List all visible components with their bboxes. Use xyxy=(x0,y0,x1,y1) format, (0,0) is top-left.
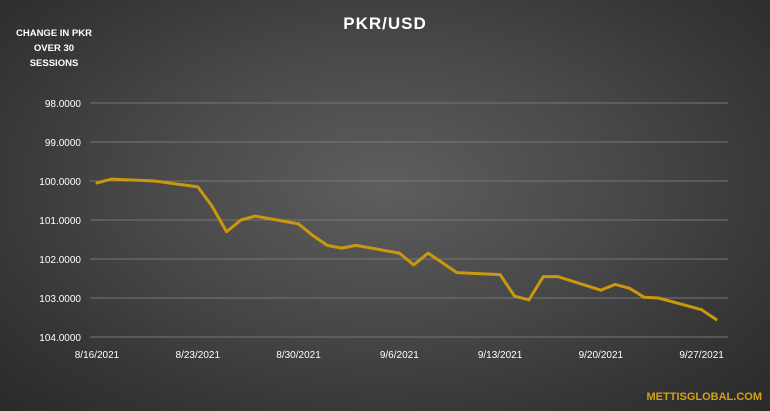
data-point xyxy=(297,222,300,226)
x-tick-label: 9/13/2021 xyxy=(478,350,523,361)
data-point xyxy=(628,286,631,290)
y-tick-label: 100.0000 xyxy=(39,177,81,188)
data-point xyxy=(714,318,718,321)
data-point xyxy=(426,251,430,255)
data-point xyxy=(412,263,416,267)
data-point xyxy=(225,230,229,234)
data-point xyxy=(325,244,329,247)
x-tick-label: 9/20/2021 xyxy=(579,350,624,361)
data-point xyxy=(354,244,358,247)
data-point xyxy=(210,205,214,208)
data-point xyxy=(239,218,243,222)
data-point xyxy=(253,214,257,218)
data-point xyxy=(700,308,703,312)
y-axis: 98.0000 99.0000 100.0000 101.0000 102.0000 10… xyxy=(39,99,81,344)
y-tick-label: 104.0000 xyxy=(39,333,81,344)
x-tick-label: 8/16/2021 xyxy=(75,350,120,361)
x-tick-label: 9/6/2021 xyxy=(380,350,419,361)
data-point xyxy=(340,246,344,250)
data-point xyxy=(455,271,459,274)
chart-title: PKR/USD xyxy=(343,14,427,33)
y-tick-label: 98.0000 xyxy=(45,99,82,110)
x-tick-label: 8/30/2021 xyxy=(276,350,321,361)
data-point xyxy=(599,288,603,292)
data-point xyxy=(556,275,560,278)
data-point xyxy=(657,296,660,300)
data-point xyxy=(613,283,617,286)
data-point xyxy=(513,294,516,298)
data-point xyxy=(153,179,157,183)
data-point xyxy=(110,177,113,181)
x-tick-label: 8/23/2021 xyxy=(176,350,221,361)
y-tick-label: 101.0000 xyxy=(39,216,81,227)
data-point xyxy=(311,234,315,238)
data-point xyxy=(498,273,502,276)
grid-lines xyxy=(90,102,728,338)
x-axis: 8/16/2021 8/23/2021 8/30/2021 9/6/2021 9/13/… xyxy=(75,350,725,361)
data-point xyxy=(95,181,99,185)
data-point xyxy=(196,185,200,189)
brand-label: METTISGLOBAL.COM xyxy=(646,391,763,403)
data-point xyxy=(541,275,545,278)
series-layer xyxy=(95,177,718,321)
x-tick-label: 9/27/2021 xyxy=(679,350,724,361)
data-point xyxy=(642,295,646,299)
y-tick-label: 103.0000 xyxy=(39,294,81,305)
y-tick-label: 102.0000 xyxy=(39,255,81,266)
side-note: CHANGE IN PKR OVER 30 SESSIONS xyxy=(15,28,92,69)
data-point xyxy=(397,251,401,255)
data-point xyxy=(527,298,531,302)
y-tick-label: 99.0000 xyxy=(45,138,82,149)
